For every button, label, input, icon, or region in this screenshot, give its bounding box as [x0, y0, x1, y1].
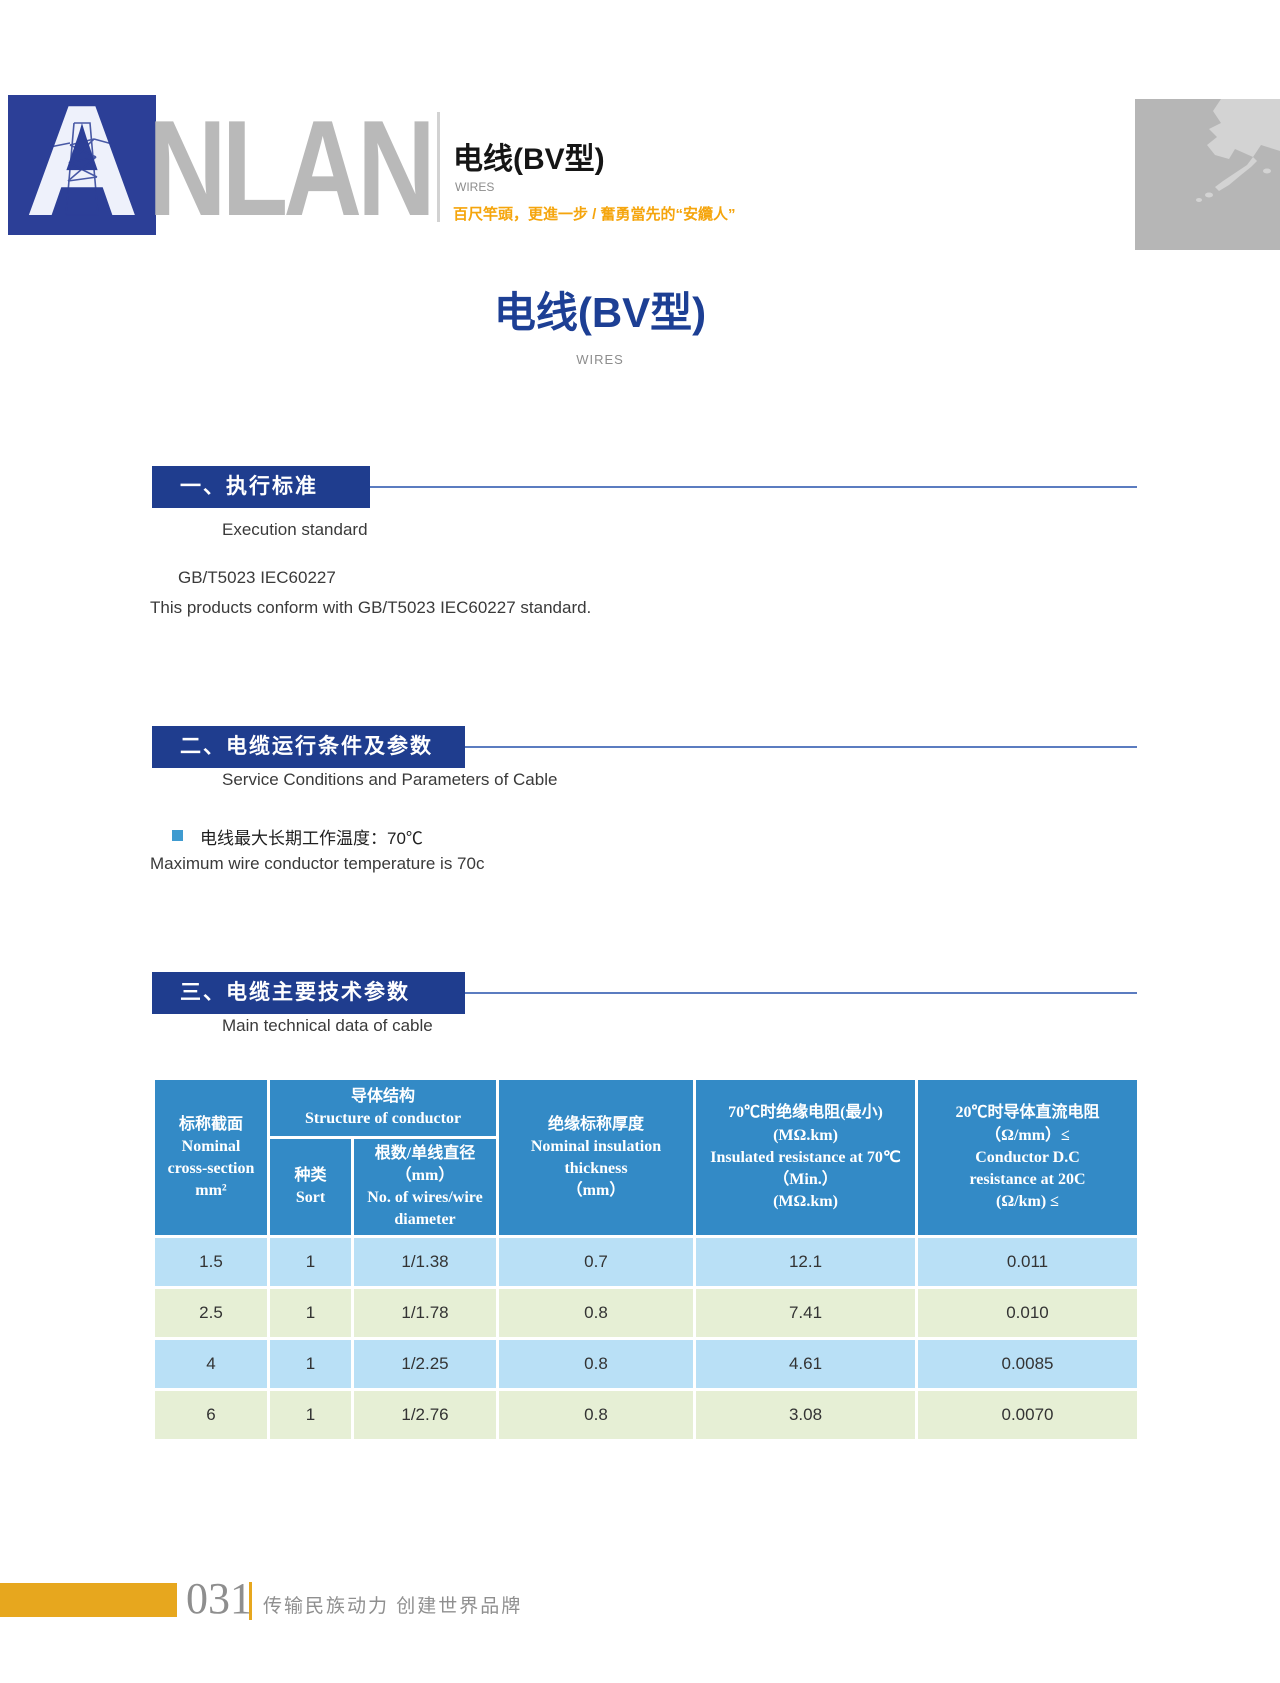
table-cell: 0.0070 — [915, 1388, 1140, 1443]
footer-divider — [249, 1582, 252, 1620]
page-title-block: 电线(BV型) WIRES — [0, 279, 1200, 367]
page-number: 031 — [186, 1574, 252, 1623]
table-body: 1.5 1 1/1.38 0.7 12.1 0.011 2.5 1 1/1.78 0.8 7.41 0… — [152, 1235, 1140, 1443]
section-2-subtitle: Service Conditions and Parameters of Cab… — [222, 770, 558, 789]
table-cell: 0.011 — [915, 1235, 1140, 1290]
bullet-square-icon — [172, 830, 183, 841]
header-product-subtitle: WIRES — [455, 180, 495, 194]
logo-letters-nlan: NLAN — [148, 92, 436, 244]
table-cell: 1/1.38 — [351, 1235, 499, 1290]
table-cell: 0.8 — [496, 1388, 696, 1443]
table-cell: 1 — [267, 1337, 354, 1392]
col-header-wires-diameter: 根数/单线直径 （mm） No. of wires/wire diameter — [351, 1135, 499, 1239]
header-tagline: 百尺竿頭，更進一步 / 奮勇當先的“安纜人” — [453, 206, 736, 223]
page-title-en: WIRES — [576, 352, 624, 367]
section-1-header: 一、执行标准 — [152, 466, 370, 508]
section-1-subtitle: Execution standard — [222, 520, 368, 539]
col-header-nominal-cross-section: 标称截面 Nominal cross-section mm² — [152, 1076, 270, 1239]
section-2-rule — [465, 746, 1137, 748]
table-cell: 1 — [267, 1286, 354, 1341]
table-cell: 0.0085 — [915, 1337, 1140, 1392]
section-3-rule — [465, 992, 1137, 994]
table-cell: 4 — [152, 1337, 270, 1392]
table-cell: 12.1 — [693, 1235, 918, 1290]
table-cell: 1 — [267, 1235, 354, 1290]
table-cell: 0.010 — [915, 1286, 1140, 1341]
alaska-map-image — [1135, 99, 1280, 250]
table-cell: 1/2.76 — [351, 1388, 499, 1443]
transmission-tower-sketch-icon — [49, 122, 117, 216]
table-row: 6 1 1/2.76 0.8 3.08 0.0070 — [152, 1388, 1140, 1443]
section-1-rule — [370, 486, 1137, 488]
table-row: 4 1 1/2.25 0.8 4.61 0.0085 — [152, 1337, 1140, 1392]
table-cell: 0.8 — [496, 1337, 696, 1392]
table-row: 2.5 1 1/1.78 0.8 7.41 0.010 — [152, 1286, 1140, 1341]
header-divider — [437, 112, 440, 222]
table-cell: 0.7 — [496, 1235, 696, 1290]
page-title: 电线(BV型) — [493, 289, 707, 336]
table-cell: 1/2.25 — [351, 1337, 499, 1392]
col-header-sort: 种类 Sort — [267, 1135, 354, 1239]
section-2-header: 二、电缆运行条件及参数 — [152, 726, 465, 768]
section-3-subtitle: Main technical data of cable — [222, 1016, 433, 1035]
standard-statement: This products conform with GB/T5023 IEC6… — [150, 598, 592, 617]
col-header-structure-of-conductor: 导体结构 Structure of conductor — [267, 1077, 499, 1139]
table-row: 1.5 1 1/1.38 0.7 12.1 0.011 — [152, 1235, 1140, 1290]
header-product-title: 电线(BV型) — [453, 143, 605, 176]
col-header-insulated-resistance-70c: 70℃时绝缘电阻(最小) (MΩ.km) Insulated resistanc… — [693, 1076, 918, 1239]
max-temperature-en: Maximum wire conductor temperature is 70… — [150, 854, 485, 873]
standard-codes: GB/T5023 IEC60227 — [178, 568, 336, 587]
table-cell: 1.5 — [152, 1235, 270, 1290]
technical-data-table: 标称截面 Nominal cross-section mm² 导体结构 Stru… — [152, 1076, 1140, 1443]
col-header-dc-resistance-20c: 20℃时导体直流电阻 （Ω/mm）≤ Conductor D.C resista… — [915, 1076, 1140, 1239]
table-cell: 2.5 — [152, 1286, 270, 1341]
anlan-logo: A — [8, 95, 156, 235]
table-cell: 3.08 — [693, 1388, 918, 1443]
table-cell: 7.41 — [693, 1286, 918, 1341]
col-header-insulation-thickness: 绝缘标称厚度 Nominal insulation thickness （mm） — [496, 1076, 696, 1239]
section-3-header: 三、电缆主要技术参数 — [152, 972, 465, 1014]
max-temperature-cn: 电线最大长期工作温度：70℃ — [200, 829, 423, 848]
table-cell: 1/1.78 — [351, 1286, 499, 1341]
table-cell: 1 — [267, 1388, 354, 1443]
logo-letter-a: A — [24, 95, 140, 235]
table-cell: 6 — [152, 1388, 270, 1443]
table-cell: 0.8 — [496, 1286, 696, 1341]
footer-accent-bar — [0, 1583, 177, 1617]
footer-slogan: 传输民族动力 创建世界品牌 — [263, 1596, 523, 1617]
table-cell: 4.61 — [693, 1337, 918, 1392]
